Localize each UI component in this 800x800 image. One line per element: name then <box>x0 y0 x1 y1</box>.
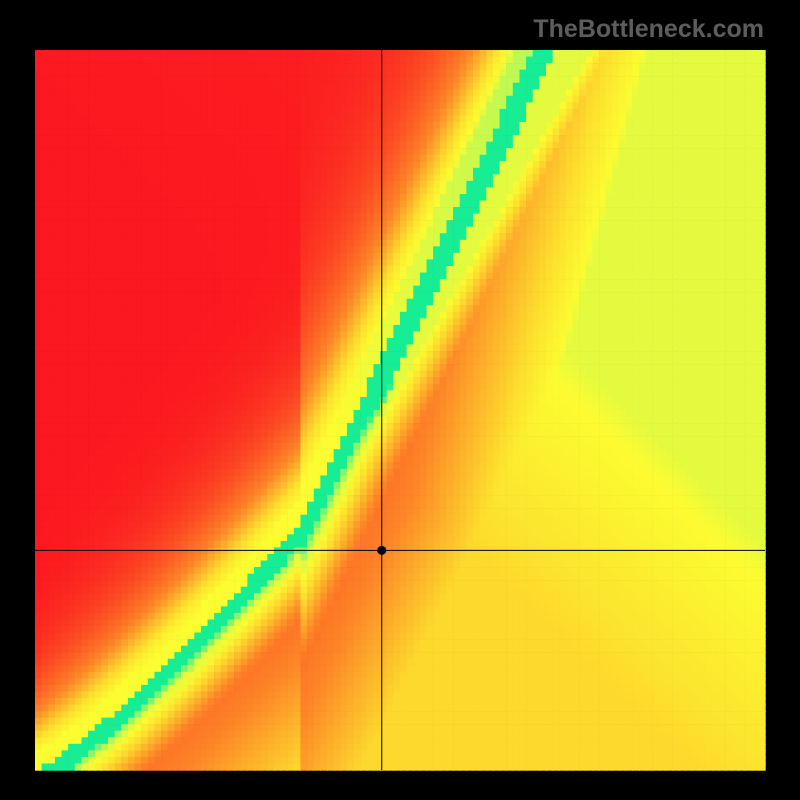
watermark-label: TheBottleneck.com <box>533 15 764 44</box>
heatmap-canvas <box>0 0 800 800</box>
